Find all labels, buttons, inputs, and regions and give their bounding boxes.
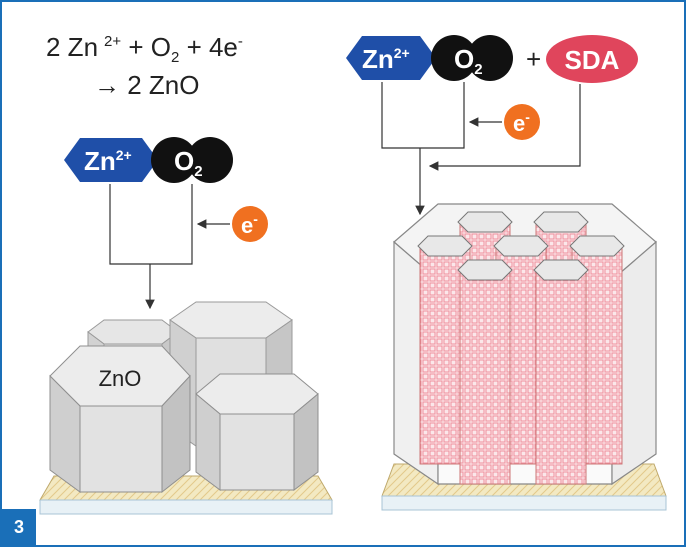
column <box>457 259 513 485</box>
svg-text:SDA: SDA <box>565 45 620 75</box>
svg-text:O2: O2 <box>454 44 483 78</box>
right-reactant-bracket <box>381 82 465 149</box>
left-electron: e- <box>232 206 268 242</box>
plus-sign: + <box>526 44 541 74</box>
left-o2-molecule: O2 <box>151 137 233 183</box>
sda-arrow <box>428 84 581 171</box>
svg-text:e-: e- <box>241 211 258 238</box>
svg-text:e-: e- <box>513 109 530 136</box>
right-o2-molecule: O2 <box>431 35 513 81</box>
svg-text:Zn2+: Zn2+ <box>84 146 132 176</box>
right-zn-ion: Zn2+ <box>346 36 436 80</box>
svg-text:O2: O2 <box>174 146 203 180</box>
right-electron: e- <box>504 104 540 140</box>
figure-number-badge: 3 <box>2 509 36 545</box>
reaction-equation: 2 Zn 2+ + O2 + 4e- → 2 ZnO <box>46 32 243 100</box>
zno-crystal-front-left: ZnO <box>49 345 191 494</box>
equation-product-line: → 2 ZnO <box>94 70 199 100</box>
surfactant-columns <box>417 211 625 485</box>
left-reactant-bracket <box>109 184 193 265</box>
column <box>533 259 589 485</box>
sda-molecule: SDA <box>546 35 638 83</box>
svg-text:Zn2+: Zn2+ <box>362 44 410 74</box>
left-zn-ion: Zn2+ <box>64 138 158 182</box>
zno-label: ZnO <box>99 366 142 391</box>
zno-crystal-front-right <box>195 373 319 491</box>
svg-text:2 Zn2+ + O2 + 4e-: 2 Zn 2+ + O2 + 4e- <box>46 32 243 66</box>
